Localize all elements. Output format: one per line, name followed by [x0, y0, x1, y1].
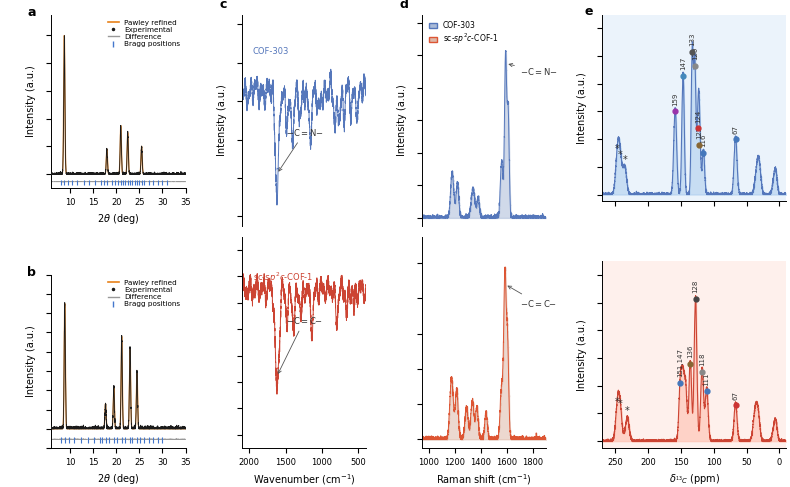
- Text: 67: 67: [732, 125, 739, 133]
- Text: 136: 136: [687, 345, 694, 358]
- Text: c: c: [220, 0, 228, 11]
- Y-axis label: Intensity (a.u.): Intensity (a.u.): [397, 84, 407, 156]
- Text: 151,147: 151,147: [678, 349, 683, 377]
- X-axis label: $2\theta$ (deg): $2\theta$ (deg): [97, 212, 140, 226]
- Y-axis label: Intensity (a.u.): Intensity (a.u.): [26, 325, 36, 397]
- Y-axis label: Intensity (a.u.): Intensity (a.u.): [577, 319, 587, 391]
- Text: $-$C$=$C$-$: $-$C$=$C$-$: [508, 286, 557, 309]
- Text: 128: 128: [693, 280, 698, 293]
- Text: d: d: [400, 0, 409, 11]
- Text: $-$C$=$C$-$: $-$C$=$C$-$: [278, 315, 323, 374]
- X-axis label: Raman shift (cm$^{-1}$): Raman shift (cm$^{-1}$): [436, 472, 532, 487]
- Text: 129: 129: [692, 47, 698, 60]
- Text: 118: 118: [699, 353, 705, 366]
- Text: 122: 122: [697, 126, 702, 139]
- Text: *: *: [618, 399, 623, 409]
- Text: 147: 147: [680, 56, 686, 70]
- Legend: COF-303, sc-$sp^2c$-COF-1: COF-303, sc-$sp^2c$-COF-1: [426, 19, 501, 49]
- Text: 116: 116: [701, 134, 706, 148]
- X-axis label: Wavenumber (cm$^{-1}$): Wavenumber (cm$^{-1}$): [253, 472, 356, 487]
- Legend: Pawley refined, Experimental, Difference, Bragg positions: Pawley refined, Experimental, Difference…: [107, 278, 182, 309]
- Text: b: b: [27, 266, 36, 279]
- Y-axis label: Intensity (a.u.): Intensity (a.u.): [216, 84, 227, 156]
- Text: *: *: [615, 396, 620, 407]
- Text: 159: 159: [672, 93, 678, 106]
- Text: *: *: [623, 155, 627, 166]
- Y-axis label: Intensity (a.u.): Intensity (a.u.): [577, 72, 587, 144]
- Text: 133: 133: [689, 33, 695, 46]
- Text: $-$C$=$N$-$: $-$C$=$N$-$: [279, 127, 323, 171]
- Text: COF-303: COF-303: [253, 47, 289, 56]
- Text: $-$C$=$N$-$: $-$C$=$N$-$: [509, 63, 558, 77]
- Text: 67: 67: [732, 391, 739, 400]
- X-axis label: $2\theta$ (deg): $2\theta$ (deg): [97, 472, 140, 487]
- Text: *: *: [615, 144, 620, 154]
- Text: *: *: [618, 150, 623, 160]
- Text: 124: 124: [695, 109, 702, 123]
- Legend: Pawley refined, Experimental, Difference, Bragg positions: Pawley refined, Experimental, Difference…: [107, 18, 182, 49]
- Text: e: e: [584, 5, 592, 19]
- X-axis label: $\delta_{^{13}C}$ (ppm): $\delta_{^{13}C}$ (ppm): [668, 472, 720, 487]
- Text: *: *: [625, 406, 630, 416]
- Text: a: a: [27, 6, 36, 19]
- Text: 111: 111: [704, 372, 709, 386]
- Y-axis label: Intensity (a.u.): Intensity (a.u.): [26, 65, 36, 137]
- Text: sc-$sp^2c$-COF-1: sc-$sp^2c$-COF-1: [253, 271, 314, 285]
